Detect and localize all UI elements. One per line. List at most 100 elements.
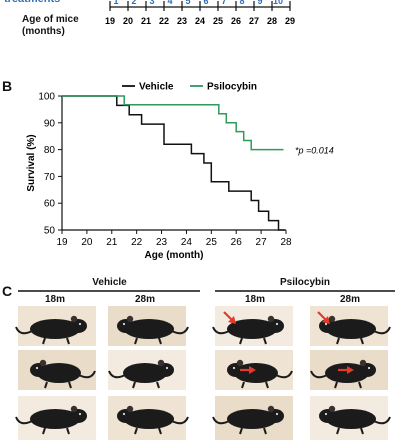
survival-chart: 50 60 70 80 90 100 19 20 21 22 23 24 25 26 27 28 Age (mo…: [26, 82, 334, 262]
age-tick-label: 21: [141, 16, 151, 26]
mouse-head: [117, 409, 135, 423]
mouse-figure: [310, 359, 376, 389]
mouse-figure: [227, 359, 293, 389]
x-tick-label: 22: [131, 237, 143, 248]
age-tick-label: 20: [123, 16, 133, 26]
mouse-body: [124, 409, 174, 429]
psilocybin-28m-label: 28m: [339, 294, 360, 305]
mouse-figure: [108, 359, 174, 389]
age-tick-label: 19: [105, 16, 115, 26]
mouse-head: [69, 409, 87, 423]
mouse-leg: [336, 427, 340, 435]
mouse-leg: [158, 427, 162, 435]
y-tick-label: 100: [38, 92, 55, 103]
treatment-number: 7: [221, 0, 226, 6]
age-tick-label: 29: [285, 16, 295, 26]
y-tick-label: 50: [44, 226, 56, 237]
mouse-leg: [239, 337, 243, 345]
panel-letter-c: C: [2, 283, 13, 299]
mouse-ear: [157, 359, 165, 367]
mouse-figure: [212, 405, 284, 435]
mouse-tail: [212, 326, 230, 335]
age-label-line1: Age of mice: [22, 14, 79, 25]
mouse-leg: [158, 337, 162, 345]
mouse-eye: [78, 322, 82, 326]
mouse-tail: [78, 370, 96, 379]
mouse-leg: [132, 381, 136, 389]
mouse-figure: [117, 405, 189, 435]
mouse-head: [266, 319, 284, 333]
y-tick-label: 80: [44, 145, 56, 156]
mouse-ear: [126, 315, 134, 323]
x-tick-label: 23: [156, 237, 168, 248]
mouse-ear: [70, 405, 78, 413]
x-tick-label: 28: [280, 237, 292, 248]
mouse-eye: [324, 322, 328, 326]
mouse-tail: [15, 326, 33, 335]
x-tick-label: 20: [81, 237, 93, 248]
treatment-number: 8: [239, 0, 244, 6]
vehicle-28m-label: 28m: [134, 294, 155, 305]
mouse-head: [69, 319, 87, 333]
mouse-body: [30, 409, 80, 429]
group-header-vehicle: Vehicle: [92, 277, 127, 288]
red-arrow: [338, 366, 354, 374]
mouse-leg: [42, 427, 46, 435]
mouse-leg: [263, 427, 267, 435]
mouse-ear: [328, 405, 336, 413]
mouse-leg: [42, 337, 46, 345]
treatment-number: 5: [185, 0, 190, 6]
mouse-ear: [70, 315, 78, 323]
mouse-leg: [66, 427, 70, 435]
mouse-photo: [310, 306, 391, 346]
age-tick-label: 27: [249, 16, 259, 26]
mouse-photo: [18, 350, 96, 390]
group-header-psilocybin: Psilocybin: [279, 277, 330, 288]
mouse-leg: [358, 381, 362, 389]
age-tick-label: 26: [231, 16, 241, 26]
x-axis-label: Age (month): [145, 250, 204, 261]
mouse-photo: [15, 306, 96, 346]
mouse-leg: [241, 381, 245, 389]
mouse-head: [227, 363, 245, 377]
mouse-ear: [359, 359, 367, 367]
mouse-photo: [15, 396, 96, 440]
mouse-tail: [15, 416, 33, 425]
mouse-photo: [310, 396, 391, 440]
treatment-timeline: 19 20 21 22 23 24 25 26 27 28 291 2 3 4 5 6 7 8 9 10: [105, 0, 295, 26]
mouse-eye: [367, 366, 371, 370]
age-tick-label: 23: [177, 16, 187, 26]
age-tick-label: 28: [267, 16, 277, 26]
age-of-mice-label: Age of mice (months): [22, 14, 79, 38]
mouse-body: [227, 319, 277, 339]
mouse-leg: [134, 427, 138, 435]
treatment-number: 10: [273, 0, 283, 6]
mouse-head: [319, 319, 337, 333]
mouse-body: [326, 409, 376, 429]
treatments-label: treatments: [4, 0, 60, 5]
age-tick-label: 24: [195, 16, 205, 26]
mouse-leg: [265, 381, 269, 389]
mouse-figure: [319, 405, 391, 435]
mouse-tail: [373, 416, 391, 425]
red-arrow: [223, 311, 236, 324]
vehicle-18m-label: 18m: [44, 294, 65, 305]
mouse-leg: [44, 381, 48, 389]
mouse-leg: [156, 381, 160, 389]
mouse-eye: [232, 366, 236, 370]
mouse-head: [266, 409, 284, 423]
treatment-number: 9: [257, 0, 262, 6]
x-tick-label: 25: [206, 237, 218, 248]
x-tick-label: 19: [56, 237, 68, 248]
mouse-leg: [360, 337, 364, 345]
mouse-leg: [134, 337, 138, 345]
mouse-body: [124, 319, 174, 339]
mouse-leg: [263, 337, 267, 345]
series-line-psilocybin: [62, 95, 284, 151]
mouse-head: [30, 363, 48, 377]
y-axis-label: Survival (%): [26, 134, 37, 191]
mouse-leg: [336, 337, 340, 345]
mouse-tail: [212, 416, 230, 425]
mouse-photo: [215, 350, 293, 390]
mouse-photo: [108, 350, 186, 390]
